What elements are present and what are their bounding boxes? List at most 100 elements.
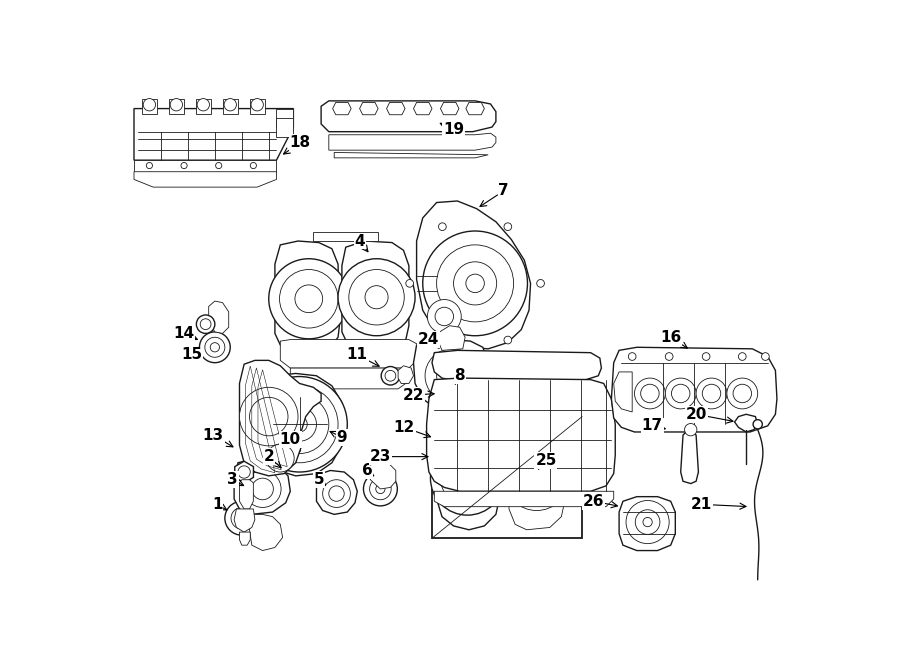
Circle shape <box>181 163 187 169</box>
Circle shape <box>738 353 746 360</box>
Circle shape <box>269 258 349 339</box>
Polygon shape <box>222 98 238 114</box>
Circle shape <box>626 500 670 543</box>
Polygon shape <box>417 201 530 349</box>
Circle shape <box>734 384 752 403</box>
Circle shape <box>406 280 413 288</box>
Polygon shape <box>141 98 158 114</box>
Polygon shape <box>432 350 601 381</box>
Circle shape <box>250 163 256 169</box>
Circle shape <box>322 480 350 508</box>
Text: 5: 5 <box>313 472 326 487</box>
Circle shape <box>200 332 230 363</box>
Circle shape <box>536 280 544 288</box>
Circle shape <box>635 510 660 534</box>
Circle shape <box>634 378 665 409</box>
Text: 16: 16 <box>660 330 688 348</box>
Polygon shape <box>234 509 255 532</box>
Circle shape <box>671 384 690 403</box>
Circle shape <box>205 337 225 358</box>
Circle shape <box>430 442 504 515</box>
Polygon shape <box>313 232 378 241</box>
Text: 24: 24 <box>418 332 439 348</box>
Polygon shape <box>134 108 293 160</box>
Text: 26: 26 <box>583 494 617 509</box>
Circle shape <box>504 336 512 344</box>
Text: 25: 25 <box>536 453 556 469</box>
Text: 1: 1 <box>212 497 227 512</box>
Polygon shape <box>427 378 616 491</box>
Text: 6: 6 <box>362 463 374 478</box>
Circle shape <box>238 466 250 478</box>
Circle shape <box>295 285 322 313</box>
Text: 2: 2 <box>264 449 281 468</box>
Text: 19: 19 <box>440 122 464 137</box>
Text: 11: 11 <box>346 348 379 366</box>
Circle shape <box>504 223 512 231</box>
Circle shape <box>436 360 467 391</box>
Polygon shape <box>276 118 293 137</box>
Circle shape <box>696 378 727 409</box>
Polygon shape <box>614 372 632 412</box>
Circle shape <box>438 223 446 231</box>
Circle shape <box>197 98 210 111</box>
Text: 4: 4 <box>355 233 368 252</box>
Circle shape <box>385 370 396 381</box>
Circle shape <box>224 98 237 111</box>
Circle shape <box>239 387 298 446</box>
Circle shape <box>270 395 328 453</box>
Circle shape <box>643 518 652 527</box>
Polygon shape <box>274 241 339 355</box>
Polygon shape <box>134 160 276 172</box>
Text: 23: 23 <box>370 449 428 464</box>
Circle shape <box>685 424 697 436</box>
Circle shape <box>252 377 347 472</box>
Circle shape <box>283 407 317 442</box>
Text: 14: 14 <box>174 326 197 341</box>
Polygon shape <box>435 491 614 507</box>
Circle shape <box>196 315 215 333</box>
Circle shape <box>702 353 710 360</box>
Polygon shape <box>367 463 396 489</box>
Circle shape <box>338 258 415 336</box>
Circle shape <box>527 469 546 487</box>
Circle shape <box>641 384 659 403</box>
Circle shape <box>665 378 696 409</box>
Circle shape <box>753 420 762 429</box>
Circle shape <box>292 416 307 432</box>
Polygon shape <box>413 102 432 115</box>
Polygon shape <box>255 373 344 476</box>
Text: 8: 8 <box>454 368 465 384</box>
Polygon shape <box>249 514 283 551</box>
Text: 15: 15 <box>181 348 202 362</box>
Circle shape <box>211 342 220 352</box>
Polygon shape <box>734 414 758 432</box>
Polygon shape <box>239 532 250 545</box>
Polygon shape <box>209 301 229 333</box>
Circle shape <box>225 501 258 535</box>
Circle shape <box>702 384 721 403</box>
Polygon shape <box>328 134 496 150</box>
Polygon shape <box>234 461 291 514</box>
Circle shape <box>244 471 281 508</box>
Text: 7: 7 <box>480 184 508 206</box>
Circle shape <box>435 307 454 326</box>
Circle shape <box>727 378 758 409</box>
Polygon shape <box>239 480 254 509</box>
Circle shape <box>365 286 388 309</box>
Circle shape <box>147 163 152 169</box>
Polygon shape <box>387 102 405 115</box>
Circle shape <box>252 478 274 500</box>
Polygon shape <box>134 172 276 187</box>
Text: 9: 9 <box>330 430 347 445</box>
Polygon shape <box>398 366 413 383</box>
Polygon shape <box>413 340 488 412</box>
Circle shape <box>370 478 392 500</box>
Text: 21: 21 <box>691 497 746 512</box>
Text: 13: 13 <box>202 428 233 447</box>
Circle shape <box>216 163 221 169</box>
Circle shape <box>761 353 770 360</box>
Circle shape <box>364 472 397 506</box>
Polygon shape <box>334 153 488 158</box>
Circle shape <box>328 486 344 501</box>
